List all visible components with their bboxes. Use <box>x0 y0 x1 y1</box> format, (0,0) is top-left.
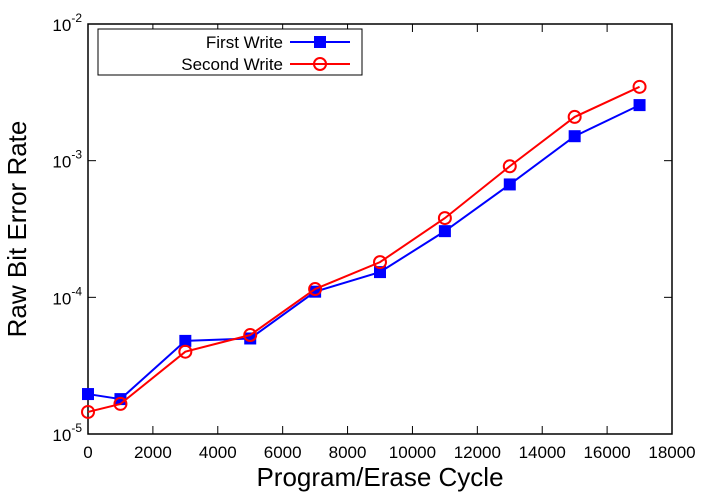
marker <box>243 328 258 343</box>
legend-label: Second Write <box>181 55 283 74</box>
y-axis-label: Raw Bit Error Rate <box>2 121 32 338</box>
x-tick-label: 4000 <box>199 443 237 462</box>
x-tick-label: 2000 <box>134 443 172 462</box>
marker <box>373 255 387 270</box>
x-tick-label: 8000 <box>329 443 367 462</box>
series-line <box>87 85 640 413</box>
marker <box>502 159 517 174</box>
marker <box>179 334 192 347</box>
plot-frame <box>87 23 673 435</box>
y-tick-label: 10-2 <box>52 11 82 35</box>
x-tick-label: 14000 <box>519 443 566 462</box>
marker <box>82 388 94 401</box>
marker <box>632 79 647 94</box>
marker <box>633 99 646 112</box>
marker <box>438 225 451 238</box>
marker <box>308 282 323 297</box>
x-tick-label: 6000 <box>264 443 302 462</box>
x-tick-label: 18000 <box>648 443 695 462</box>
marker <box>314 36 326 48</box>
x-tick-label: 10000 <box>389 443 436 462</box>
legend-label: First Write <box>206 33 283 52</box>
series-line <box>87 104 640 401</box>
marker <box>568 130 581 143</box>
y-tick-label: 10-3 <box>52 148 82 172</box>
marker <box>374 266 386 279</box>
marker <box>81 404 95 419</box>
x-tick-label: 16000 <box>583 443 630 462</box>
x-tick-label: 0 <box>83 443 92 462</box>
marker <box>503 178 516 191</box>
x-tick-label: 12000 <box>454 443 501 462</box>
marker <box>113 396 128 411</box>
x-axis-label: Program/Erase Cycle <box>256 462 503 492</box>
marker <box>178 344 193 359</box>
marker <box>313 57 327 71</box>
marker <box>567 109 582 124</box>
y-tick-label: 10-4 <box>52 284 82 308</box>
y-tick-label: 10-5 <box>52 421 82 445</box>
marker <box>437 211 452 226</box>
